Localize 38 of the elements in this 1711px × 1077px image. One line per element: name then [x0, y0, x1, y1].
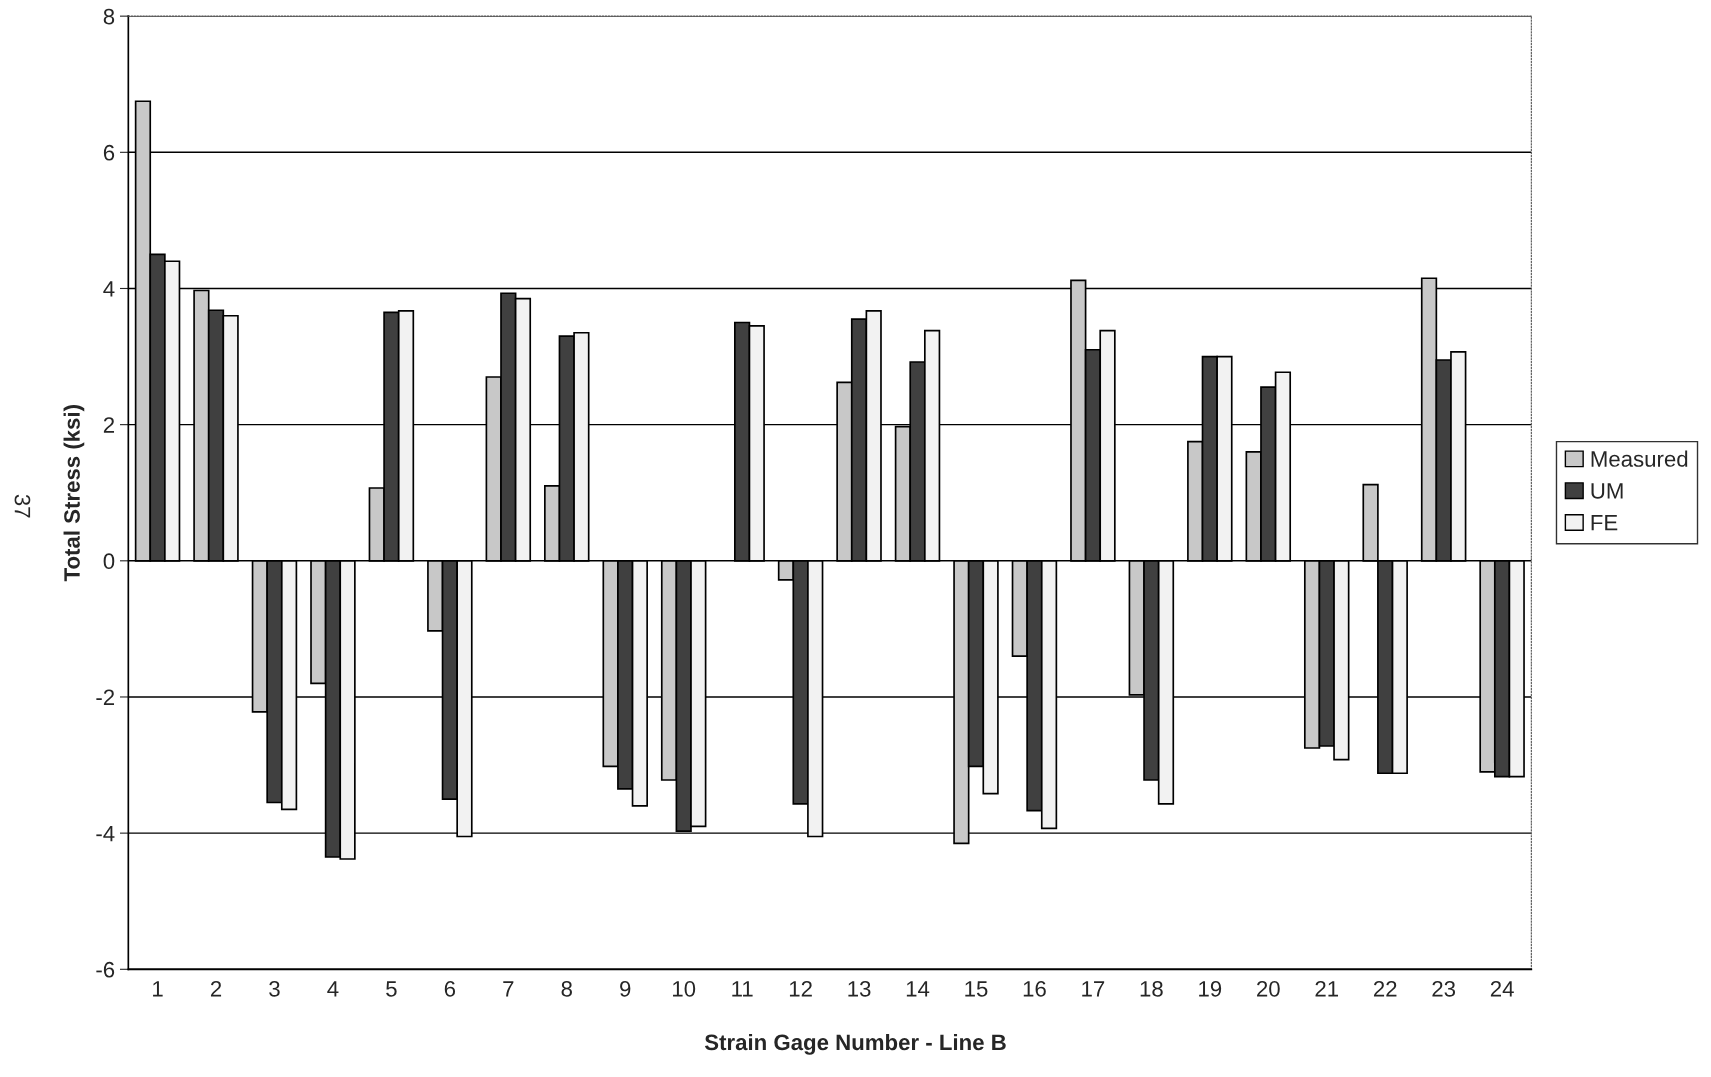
x-tick-label: 21	[1315, 981, 1339, 997]
y-tick-label: -4	[96, 825, 115, 842]
x-tick-label: 9	[620, 981, 631, 997]
x-tick-label: 12	[789, 981, 812, 997]
x-tick-label: 14	[906, 981, 930, 997]
y-tick-label: 4	[103, 281, 115, 297]
x-tick-label: 18	[1140, 981, 1163, 997]
y-tick-label: 0	[103, 553, 115, 570]
x-tick-label: 15	[965, 981, 988, 997]
x-tick-label: 19	[1199, 981, 1222, 997]
x-axis-title: Strain Gage Number - Line B	[704, 1033, 1006, 1055]
x-tick-label: 22	[1373, 981, 1397, 997]
x-tick-label: 10	[673, 981, 696, 997]
legend-label: FE	[1591, 515, 1618, 531]
x-tick-label: 8	[561, 981, 572, 997]
x-tick-label: 4	[327, 981, 339, 997]
x-tick-label: 1	[153, 981, 163, 997]
x-tick-label: 16	[1023, 981, 1046, 997]
x-tick-label: 2	[210, 981, 222, 997]
text: 37	[14, 494, 31, 518]
x-tick-label: 5	[386, 981, 397, 997]
x-tick-label: 20	[1257, 981, 1280, 997]
y-tick-label: 2	[103, 417, 115, 433]
y-tick-label: -2	[96, 689, 115, 706]
x-tick-label: 3	[269, 981, 280, 997]
x-tick-label: 7	[503, 981, 514, 997]
x-tick-label: 24	[1490, 981, 1514, 997]
legend-label: Measured	[1591, 450, 1688, 467]
y-tick-label: 6	[103, 144, 115, 161]
y-tick-label: 8	[103, 8, 115, 25]
y-axis-title: Total Stress (ksi)	[63, 405, 85, 582]
x-tick-label: 23	[1432, 981, 1456, 997]
x-tick-label: 11	[732, 981, 753, 997]
y-tick-label: -6	[96, 961, 115, 978]
x-tick-label: 6	[444, 981, 456, 997]
x-tick-label: 13	[848, 981, 871, 997]
legend-label: UM	[1591, 483, 1623, 499]
x-tick-label: 17	[1082, 981, 1105, 997]
